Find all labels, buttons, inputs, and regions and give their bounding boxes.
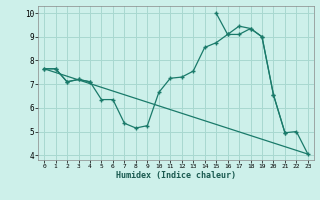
X-axis label: Humidex (Indice chaleur): Humidex (Indice chaleur) [116,171,236,180]
